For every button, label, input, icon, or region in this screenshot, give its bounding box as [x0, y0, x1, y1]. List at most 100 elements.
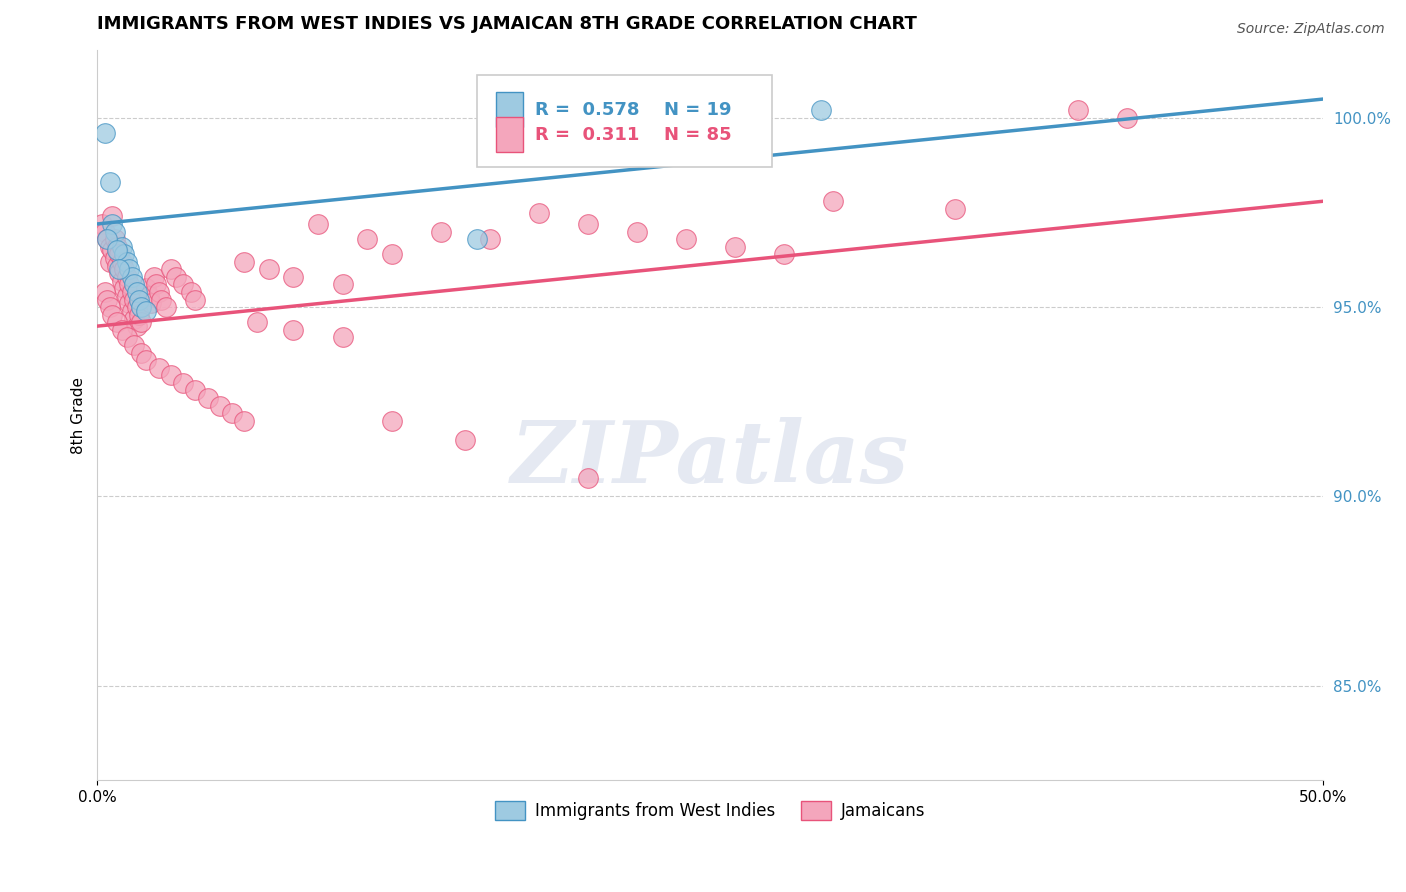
Point [93, 285, 115, 299]
Point [148, 360, 170, 375]
Point [122, 311, 145, 326]
Point [626, 225, 648, 239]
Point [105, 315, 128, 329]
Point [121, 304, 143, 318]
Point [112, 281, 135, 295]
Point [576, 470, 599, 484]
Point [145, 277, 167, 292]
Legend: Immigrants from West Indies, Jamaicans: Immigrants from West Indies, Jamaicans [489, 794, 932, 827]
Point [821, 194, 844, 209]
Point [527, 205, 550, 219]
Point [332, 277, 354, 292]
Point [257, 262, 280, 277]
Point [128, 308, 150, 322]
Point [356, 232, 378, 246]
Point [103, 251, 125, 265]
Point [150, 293, 173, 307]
Text: R =  0.311: R = 0.311 [536, 126, 640, 144]
Point [131, 300, 153, 314]
Point [283, 269, 305, 284]
Point [118, 262, 141, 277]
Bar [496, 92, 523, 128]
Point [125, 319, 148, 334]
Point [467, 232, 489, 246]
Point [773, 247, 796, 261]
Point [478, 232, 501, 246]
Text: Source: ZipAtlas.com: Source: ZipAtlas.com [1237, 22, 1385, 37]
Point [121, 269, 143, 284]
Point [165, 269, 187, 284]
Point [111, 240, 134, 254]
Point [180, 285, 202, 299]
Point [381, 414, 404, 428]
Point [125, 300, 148, 314]
Point [233, 254, 256, 268]
Point [141, 296, 163, 310]
Point [945, 202, 967, 216]
Text: ZIPatlas: ZIPatlas [512, 417, 910, 500]
Point [105, 244, 128, 258]
Point [1067, 103, 1090, 118]
Point [128, 293, 150, 307]
Point [118, 277, 141, 292]
Point [115, 330, 138, 344]
FancyBboxPatch shape [478, 76, 772, 167]
Point [98, 240, 121, 254]
Point [155, 300, 177, 314]
Point [115, 254, 138, 268]
Point [115, 269, 138, 284]
Point [135, 304, 157, 318]
Point [135, 353, 157, 368]
Point [105, 240, 128, 254]
Point [160, 368, 183, 383]
Point [221, 406, 243, 420]
Point [1116, 111, 1139, 125]
Point [101, 308, 124, 322]
Point [96, 232, 118, 246]
Point [135, 281, 157, 295]
Point [429, 225, 451, 239]
Point [138, 289, 160, 303]
Point [101, 244, 124, 258]
Point [810, 103, 832, 118]
Point [121, 285, 143, 299]
Point [112, 247, 135, 261]
Point [381, 247, 404, 261]
Bar [496, 117, 523, 153]
Point [675, 232, 697, 246]
Point [307, 217, 329, 231]
Point [122, 277, 145, 292]
Point [233, 414, 256, 428]
Point [197, 391, 219, 405]
Point [184, 293, 207, 307]
Point [332, 330, 354, 344]
Point [125, 285, 148, 299]
Point [111, 254, 134, 268]
Point [160, 262, 183, 277]
Point [122, 293, 145, 307]
Point [115, 289, 138, 303]
Point [454, 433, 477, 447]
Point [93, 225, 115, 239]
Point [105, 259, 128, 273]
Point [283, 323, 305, 337]
Point [576, 217, 599, 231]
Point [108, 262, 131, 277]
Point [91, 217, 114, 231]
Point [108, 266, 131, 280]
Y-axis label: 8th Grade: 8th Grade [72, 376, 86, 453]
Point [98, 300, 121, 314]
Point [131, 315, 153, 329]
Point [93, 126, 115, 140]
Point [98, 175, 121, 189]
Text: N = 19: N = 19 [664, 101, 731, 119]
Point [96, 232, 118, 246]
Point [101, 210, 124, 224]
Point [96, 293, 118, 307]
Point [111, 274, 134, 288]
Point [122, 338, 145, 352]
Point [208, 399, 231, 413]
Point [118, 296, 141, 310]
Point [131, 345, 153, 359]
Point [724, 240, 747, 254]
